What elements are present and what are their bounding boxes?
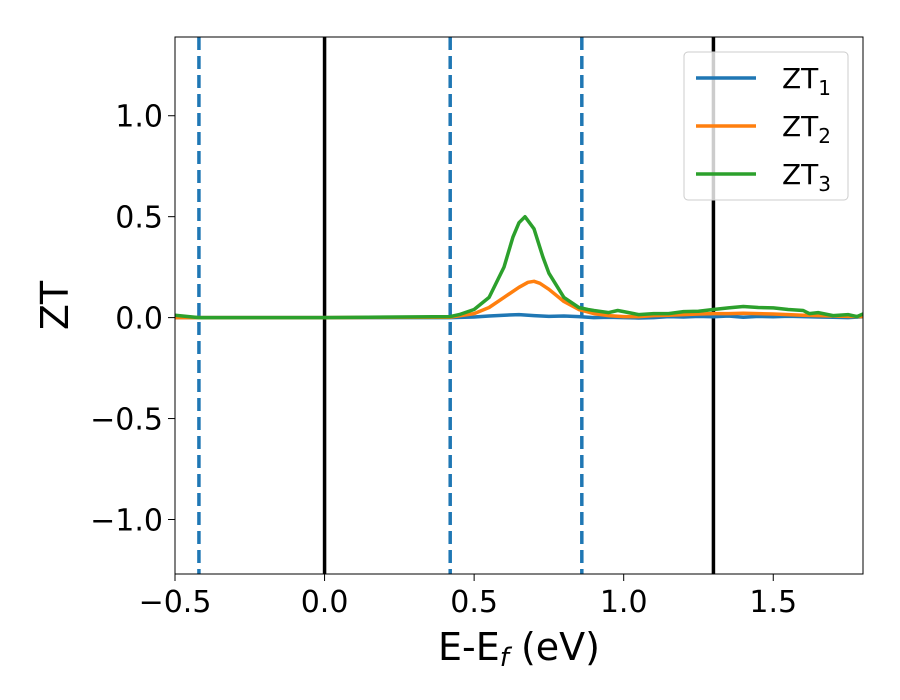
legend-label-3: ZT3 <box>782 158 831 196</box>
x-axis-label: E-Ef (eV) <box>438 625 600 673</box>
legend-box <box>683 51 849 201</box>
x-tick-label: 0.5 <box>450 585 498 620</box>
x-axis-label-suffix: (eV) <box>509 625 600 669</box>
plot-frame <box>174 36 864 575</box>
vertical-reference-lines <box>197 37 716 574</box>
y-tick-label: −0.5 <box>90 403 163 438</box>
series-lines <box>175 214 863 320</box>
x-tick-label: 1.5 <box>749 585 797 620</box>
legend-label-1: ZT1 <box>782 62 831 100</box>
y-tick-label: 0.5 <box>115 201 163 236</box>
y-axis-label: ZT <box>33 280 77 330</box>
series-line-3 <box>175 214 863 320</box>
x-axis-label-main: E-E <box>438 625 500 669</box>
series-line-2 <box>175 279 863 320</box>
y-tick-label: 1.0 <box>115 100 163 135</box>
legend-label-2: ZT2 <box>782 110 831 148</box>
x-tick-label: −0.5 <box>139 585 212 620</box>
y-axis-ticks: −1.0 −0.5 0.0 0.5 1.0 <box>90 100 175 538</box>
legend: ZT1 ZT2 ZT3 <box>683 51 849 201</box>
y-tick-label: 0.0 <box>115 302 163 337</box>
x-axis-ticks: −0.5 0.0 0.5 1.0 1.5 <box>139 574 797 620</box>
x-tick-label: 0.0 <box>301 585 349 620</box>
y-tick-label: −1.0 <box>90 503 163 538</box>
x-tick-label: 1.0 <box>600 585 648 620</box>
